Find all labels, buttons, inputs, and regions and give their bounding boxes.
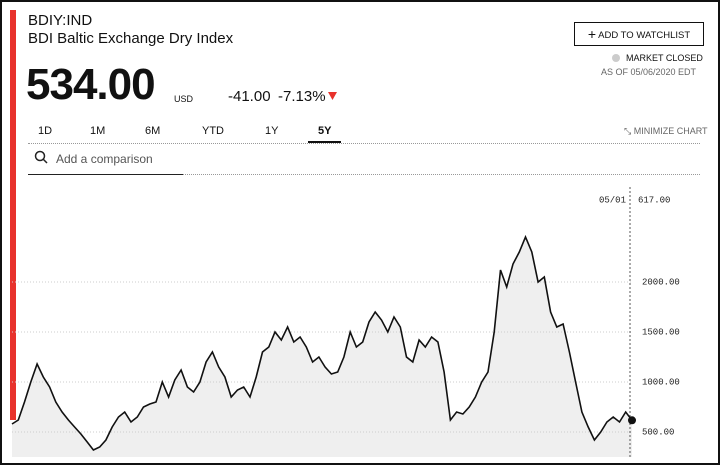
- range-tab[interactable]: YTD: [202, 125, 224, 137]
- range-tab[interactable]: 6M: [145, 125, 161, 137]
- ticker: BDIY:IND: [28, 12, 93, 29]
- y-tick-label: 1000.00: [642, 377, 680, 387]
- search-icon: [34, 150, 48, 164]
- last-point: [628, 416, 636, 425]
- range-tab[interactable]: 1D: [38, 125, 53, 137]
- price-line: [11, 234, 633, 451]
- down-arrow: [328, 92, 337, 100]
- divider: [183, 174, 700, 175]
- area-fill: [12, 237, 632, 457]
- y-tick-label: 2000.00: [642, 277, 680, 287]
- range-tab[interactable]: 5Y: [308, 125, 342, 143]
- as-of: AS OF 05/06/2020 EDT: [601, 67, 697, 77]
- change-percent: -7.13%: [278, 88, 326, 105]
- currency: USD: [174, 94, 194, 104]
- range-tab[interactable]: 1M: [90, 125, 106, 137]
- minimize-label: MINIMIZE CHART: [633, 126, 708, 136]
- crosshair-value: 617.00: [638, 195, 670, 205]
- change: -41.00: [228, 88, 271, 105]
- watchlist-label: ADD TO WATCHLIST: [598, 30, 691, 41]
- range-tab[interactable]: 1Y: [265, 125, 279, 137]
- y-tick-label: 1500.00: [642, 327, 680, 337]
- search-underline: [28, 174, 183, 175]
- comparison-search[interactable]: Add a comparison: [56, 152, 153, 166]
- market-status: MARKET CLOSED: [626, 53, 703, 63]
- divider: [28, 143, 700, 144]
- index-name: BDI Baltic Exchange Dry Index: [28, 30, 234, 47]
- status-dot: [612, 54, 620, 62]
- watchlist-button[interactable]: + ADD TO WATCHLIST: [574, 22, 704, 46]
- y-tick-label: 500.00: [642, 427, 674, 437]
- accent-bar: [10, 10, 16, 420]
- minimize-chart[interactable]: ⤡ MINIMIZE CHART: [624, 126, 708, 136]
- price: 534.00: [26, 60, 156, 109]
- crosshair-date: 05/01: [599, 195, 626, 205]
